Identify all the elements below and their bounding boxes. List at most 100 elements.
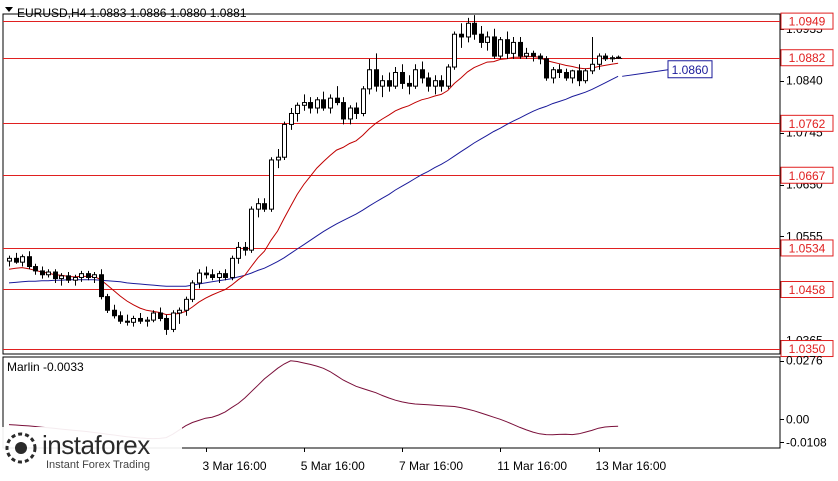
price-level-tag-box (780, 12, 834, 30)
candle (282, 121, 287, 160)
candle-body (190, 282, 195, 300)
candle-body (459, 33, 464, 38)
candle (564, 68, 569, 81)
candle-body (590, 63, 595, 72)
candle (583, 68, 588, 84)
candle (400, 64, 405, 89)
candle (256, 198, 261, 218)
main-panel-frame (2, 13, 781, 355)
candle-body (452, 33, 457, 68)
candle (204, 266, 209, 279)
candle-body (315, 99, 320, 109)
indicator-label: Marlin -0.0033 (7, 360, 84, 374)
candle (40, 266, 45, 279)
candle (439, 75, 444, 92)
candle (466, 17, 471, 43)
time-axis-label: 7 Mar 16:00 (399, 459, 463, 473)
ma-label-leader (622, 69, 669, 77)
candle (328, 94, 333, 114)
candle-body (217, 273, 222, 278)
candle-body (256, 203, 261, 210)
candle-body (335, 97, 340, 104)
candle-body (276, 156, 281, 161)
candle (118, 311, 123, 324)
candle (367, 58, 372, 95)
candle-body (341, 102, 346, 120)
candle-body (99, 274, 104, 298)
candle-body (564, 71, 569, 79)
indicator-axis-label: -0.0108 (786, 435, 827, 449)
candle (413, 64, 418, 89)
candle (420, 61, 425, 84)
ma-value-box (667, 60, 713, 79)
price-level-tag-box (780, 49, 834, 67)
candle-body (177, 309, 182, 314)
candle (33, 263, 38, 275)
candle (138, 313, 143, 324)
indicator-axis-label: 0.0276 (786, 354, 823, 368)
candle-body (158, 312, 163, 319)
candle (190, 280, 195, 303)
candle-body (466, 22, 471, 38)
candle-body (511, 41, 516, 54)
time-axis-label: 11 Mar 16:00 (497, 459, 567, 473)
candle-body (420, 69, 425, 79)
candle-body (282, 123, 287, 158)
candle-body (472, 22, 477, 35)
candle (459, 23, 464, 48)
candle-body (125, 320, 130, 323)
candle-body (145, 319, 150, 322)
price-level-tag-box (780, 239, 834, 257)
candle-body (374, 69, 379, 87)
candle-body (308, 102, 313, 109)
candle (145, 316, 150, 327)
candle (538, 53, 543, 65)
candle (243, 241, 248, 256)
candle-body (59, 275, 64, 280)
candle (158, 307, 163, 322)
candle (289, 108, 294, 130)
candle (479, 26, 484, 48)
candle (380, 75, 385, 98)
candle (557, 64, 562, 78)
candle (335, 86, 340, 106)
candle-body (577, 70, 582, 82)
candle-body (570, 70, 575, 79)
candle (577, 64, 582, 87)
candle-body (236, 246, 241, 259)
candle-body (387, 80, 392, 87)
candle-body (118, 315, 123, 322)
candle-body (112, 309, 117, 317)
candle-body (210, 274, 215, 278)
candle (518, 36, 523, 59)
watermark: instaforex Instant Forex Trading (0, 427, 182, 476)
chart-menu-triangle-icon (5, 7, 13, 12)
candle-body (92, 274, 97, 278)
candle-body (204, 272, 209, 276)
candle (105, 293, 110, 314)
candle-body (328, 97, 333, 109)
candle-body (73, 276, 78, 281)
candle-body (531, 52, 536, 57)
candle (308, 97, 313, 114)
candle-body (479, 33, 484, 43)
candle (164, 314, 169, 335)
candle (236, 241, 241, 264)
candle (524, 47, 529, 59)
candle (66, 272, 71, 283)
candle (73, 274, 78, 286)
candle (112, 304, 117, 319)
candle-body (426, 77, 431, 87)
candle-body (380, 80, 385, 87)
price-level-tag: 1.0762 (789, 117, 826, 131)
candle-body (27, 256, 32, 268)
price-level-tag-box (780, 280, 834, 298)
candle-body (407, 82, 412, 87)
candle (276, 149, 281, 169)
candle-body (33, 266, 38, 272)
candle-body (131, 317, 136, 323)
candle-body (498, 39, 503, 57)
price-level-tag-box (780, 166, 834, 184)
